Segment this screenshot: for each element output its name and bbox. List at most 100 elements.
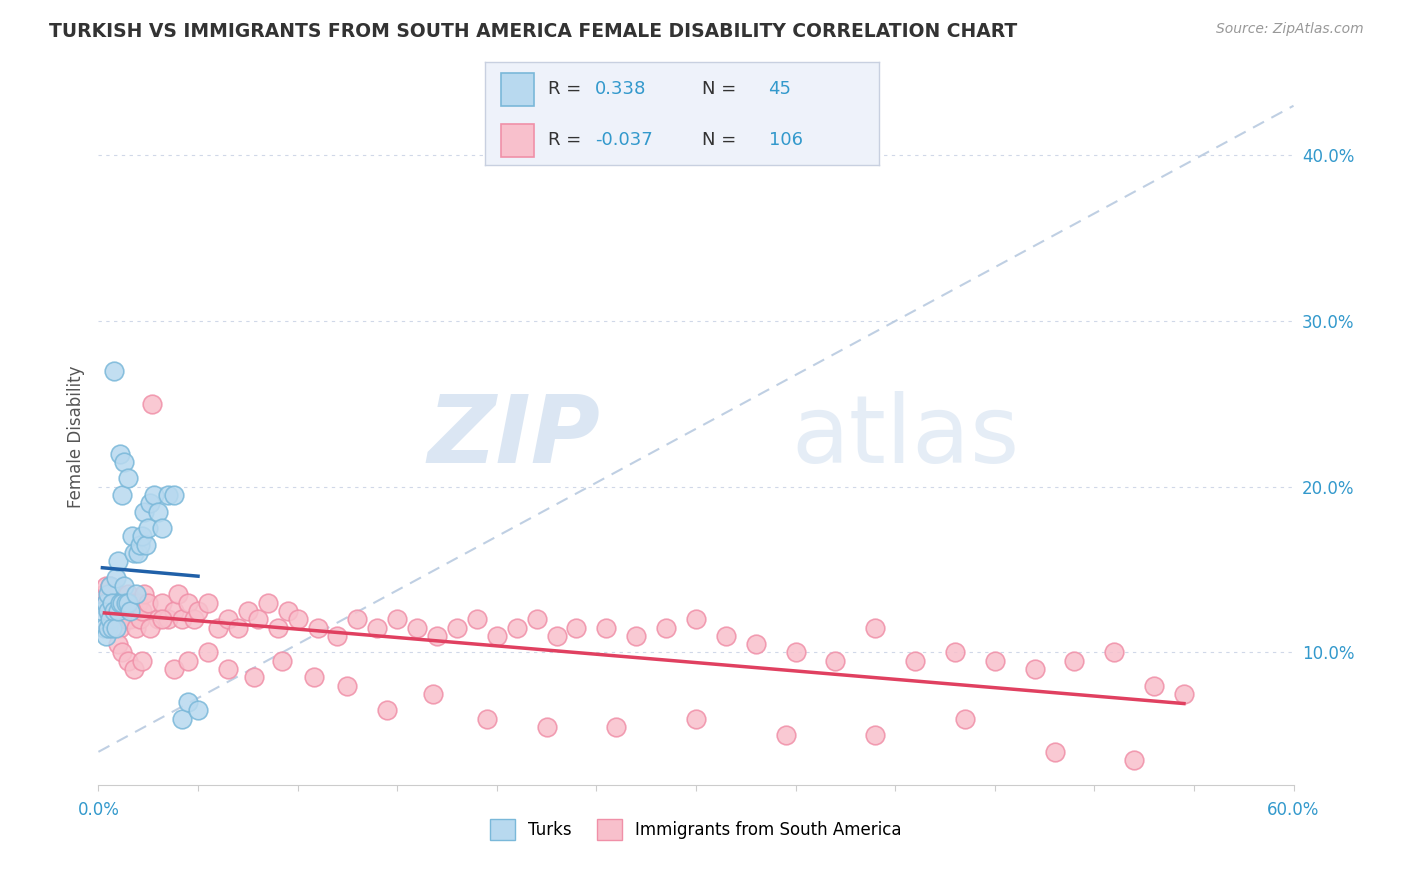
Point — [243, 670, 266, 684]
Point — [97, 604, 120, 618]
Point — [1143, 679, 1166, 693]
Point — [187, 604, 209, 618]
Point — [111, 596, 134, 610]
Point — [546, 629, 568, 643]
Point — [93, 587, 115, 601]
Point — [91, 604, 114, 618]
Point — [139, 621, 162, 635]
Point — [207, 621, 229, 635]
Text: N =: N = — [702, 131, 741, 149]
Bar — [501, 73, 534, 105]
Y-axis label: Female Disability: Female Disability — [66, 366, 84, 508]
Point — [107, 554, 129, 568]
Point — [129, 612, 152, 626]
Point — [120, 604, 142, 618]
Point — [124, 546, 146, 560]
Point — [1043, 745, 1066, 759]
Point — [97, 621, 120, 635]
Point — [120, 612, 142, 626]
Point — [148, 612, 170, 626]
Point — [103, 612, 125, 626]
Point — [105, 571, 128, 585]
Point — [197, 596, 219, 610]
Text: ZIP: ZIP — [427, 391, 600, 483]
Text: 0.0%: 0.0% — [77, 801, 120, 819]
Point — [1123, 753, 1146, 767]
Point — [775, 728, 797, 742]
Point — [98, 596, 122, 610]
Point — [107, 604, 129, 618]
Point — [107, 587, 129, 601]
Point — [163, 488, 186, 502]
Point — [127, 596, 149, 610]
Point — [134, 587, 156, 601]
Point — [172, 712, 194, 726]
Text: N =: N = — [702, 80, 741, 98]
Point — [101, 621, 124, 635]
Text: 0.338: 0.338 — [595, 80, 647, 98]
Point — [105, 604, 128, 618]
Point — [277, 604, 299, 618]
Point — [124, 604, 146, 618]
Point — [141, 397, 163, 411]
Point — [105, 587, 128, 601]
Point — [131, 654, 153, 668]
Point — [605, 720, 627, 734]
Point — [865, 728, 887, 742]
Point — [111, 604, 134, 618]
Point — [177, 695, 200, 709]
Point — [157, 488, 180, 502]
Point — [187, 703, 209, 717]
Point — [375, 703, 398, 717]
Text: 45: 45 — [769, 80, 792, 98]
Point — [267, 621, 290, 635]
Point — [685, 712, 707, 726]
Point — [745, 637, 768, 651]
Bar — [501, 124, 534, 157]
Point — [385, 612, 409, 626]
Point — [110, 447, 132, 461]
Point — [136, 521, 159, 535]
Point — [101, 596, 124, 610]
Point — [115, 612, 138, 626]
Point — [103, 596, 125, 610]
Point — [287, 612, 309, 626]
Point — [326, 629, 349, 643]
Point — [595, 621, 617, 635]
Point — [984, 654, 1007, 668]
Point — [112, 596, 135, 610]
Point — [270, 654, 292, 668]
Point — [685, 612, 707, 626]
Point — [117, 596, 139, 610]
Point — [1173, 687, 1195, 701]
Point — [422, 687, 444, 701]
Point — [112, 579, 135, 593]
Point — [150, 521, 173, 535]
Point — [96, 596, 118, 610]
Text: R =: R = — [548, 80, 588, 98]
Point — [236, 604, 259, 618]
Point — [943, 645, 966, 659]
Point — [150, 612, 173, 626]
Point — [346, 612, 368, 626]
Point — [150, 596, 173, 610]
Point — [172, 612, 194, 626]
Point — [103, 604, 125, 618]
Point — [96, 579, 118, 593]
Text: R =: R = — [548, 131, 588, 149]
Point — [1063, 654, 1085, 668]
Point — [1104, 645, 1126, 659]
Point — [135, 538, 157, 552]
Point — [117, 654, 139, 668]
Point — [366, 621, 388, 635]
Point — [103, 364, 125, 378]
Point — [110, 596, 132, 610]
Point — [124, 662, 146, 676]
Point — [785, 645, 807, 659]
Point — [93, 621, 115, 635]
Point — [96, 596, 118, 610]
Point — [256, 596, 278, 610]
Point — [565, 621, 588, 635]
Point — [97, 587, 120, 601]
Point — [98, 612, 122, 626]
